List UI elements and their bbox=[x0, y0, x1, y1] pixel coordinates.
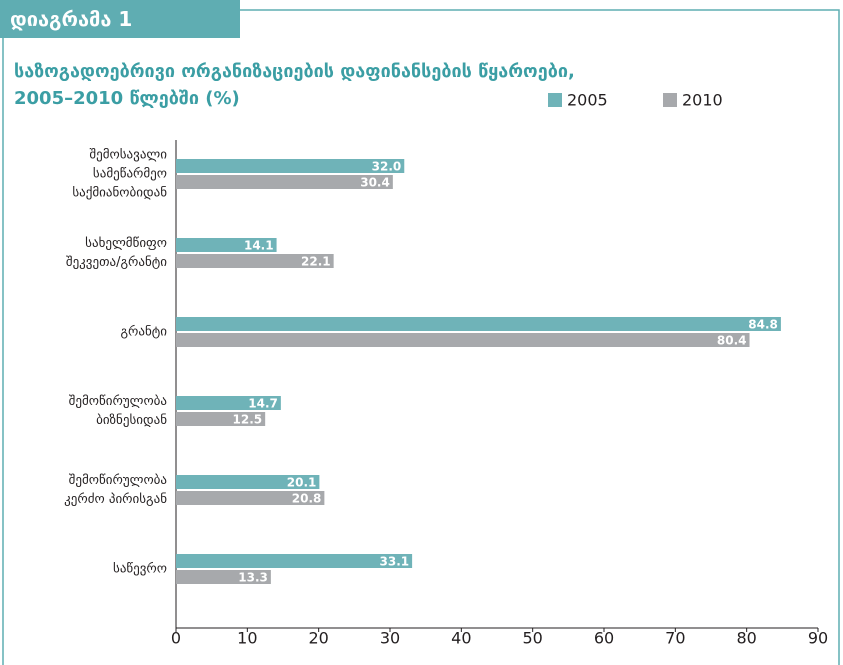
legend-label: 2010 bbox=[682, 91, 723, 110]
data-label: 13.3 bbox=[238, 571, 268, 585]
data-label: 80.4 bbox=[717, 334, 747, 348]
bar bbox=[176, 554, 413, 568]
bar bbox=[176, 491, 325, 505]
data-label: 20.8 bbox=[292, 492, 322, 506]
bar bbox=[176, 396, 281, 410]
y-tick-label: შემოწირულობა ბიზნესიდან bbox=[68, 394, 167, 428]
x-tick-label: 80 bbox=[736, 629, 756, 648]
bar bbox=[176, 333, 750, 347]
y-tick-label: საწევრო bbox=[113, 561, 167, 577]
y-tick-label: სახელმწიფო შეკვეთა/გრანტი bbox=[65, 236, 167, 270]
x-tick-label: 30 bbox=[380, 629, 400, 648]
data-label: 14.7 bbox=[248, 397, 278, 411]
bar bbox=[176, 412, 266, 426]
legend-swatch bbox=[663, 93, 677, 107]
data-label: 84.8 bbox=[748, 318, 778, 332]
bar bbox=[176, 475, 320, 489]
chart-title: საზოგადოებრივი ორგანიზაციების დაფინანსებ… bbox=[14, 61, 575, 109]
bar bbox=[176, 238, 277, 252]
x-tick-label: 40 bbox=[451, 629, 471, 648]
x-tick-label: 0 bbox=[171, 629, 181, 648]
legend-label: 2005 bbox=[567, 91, 608, 110]
data-label: 30.4 bbox=[360, 176, 390, 190]
x-tick-label: 60 bbox=[594, 629, 614, 648]
x-tick-label: 10 bbox=[237, 629, 257, 648]
frame bbox=[240, 9, 840, 665]
bar bbox=[176, 254, 334, 268]
bar bbox=[176, 317, 781, 331]
y-tick-label: შემოსავალი სამეწარმეო საქმიანობიდან bbox=[72, 147, 167, 201]
y-tick-label: გრანტი bbox=[120, 324, 167, 340]
badge: დიაგრამა 1 bbox=[0, 0, 240, 38]
bar bbox=[176, 175, 393, 189]
data-label: 32.0 bbox=[372, 160, 402, 174]
x-tick-label: 50 bbox=[522, 629, 542, 648]
x-tick-label: 90 bbox=[808, 629, 828, 648]
data-label: 14.1 bbox=[244, 239, 274, 253]
legend-swatch bbox=[548, 93, 562, 107]
x-tick-label: 70 bbox=[665, 629, 685, 648]
bar bbox=[176, 159, 405, 173]
x-tick-label: 20 bbox=[308, 629, 328, 648]
data-label: 20.1 bbox=[287, 476, 317, 490]
bar bbox=[176, 570, 271, 584]
data-label: 33.1 bbox=[380, 555, 410, 569]
data-label: 12.5 bbox=[233, 413, 263, 427]
data-label: 22.1 bbox=[301, 255, 331, 269]
y-tick-label: შემოწირულობა კერძო პირისგან bbox=[64, 473, 167, 507]
